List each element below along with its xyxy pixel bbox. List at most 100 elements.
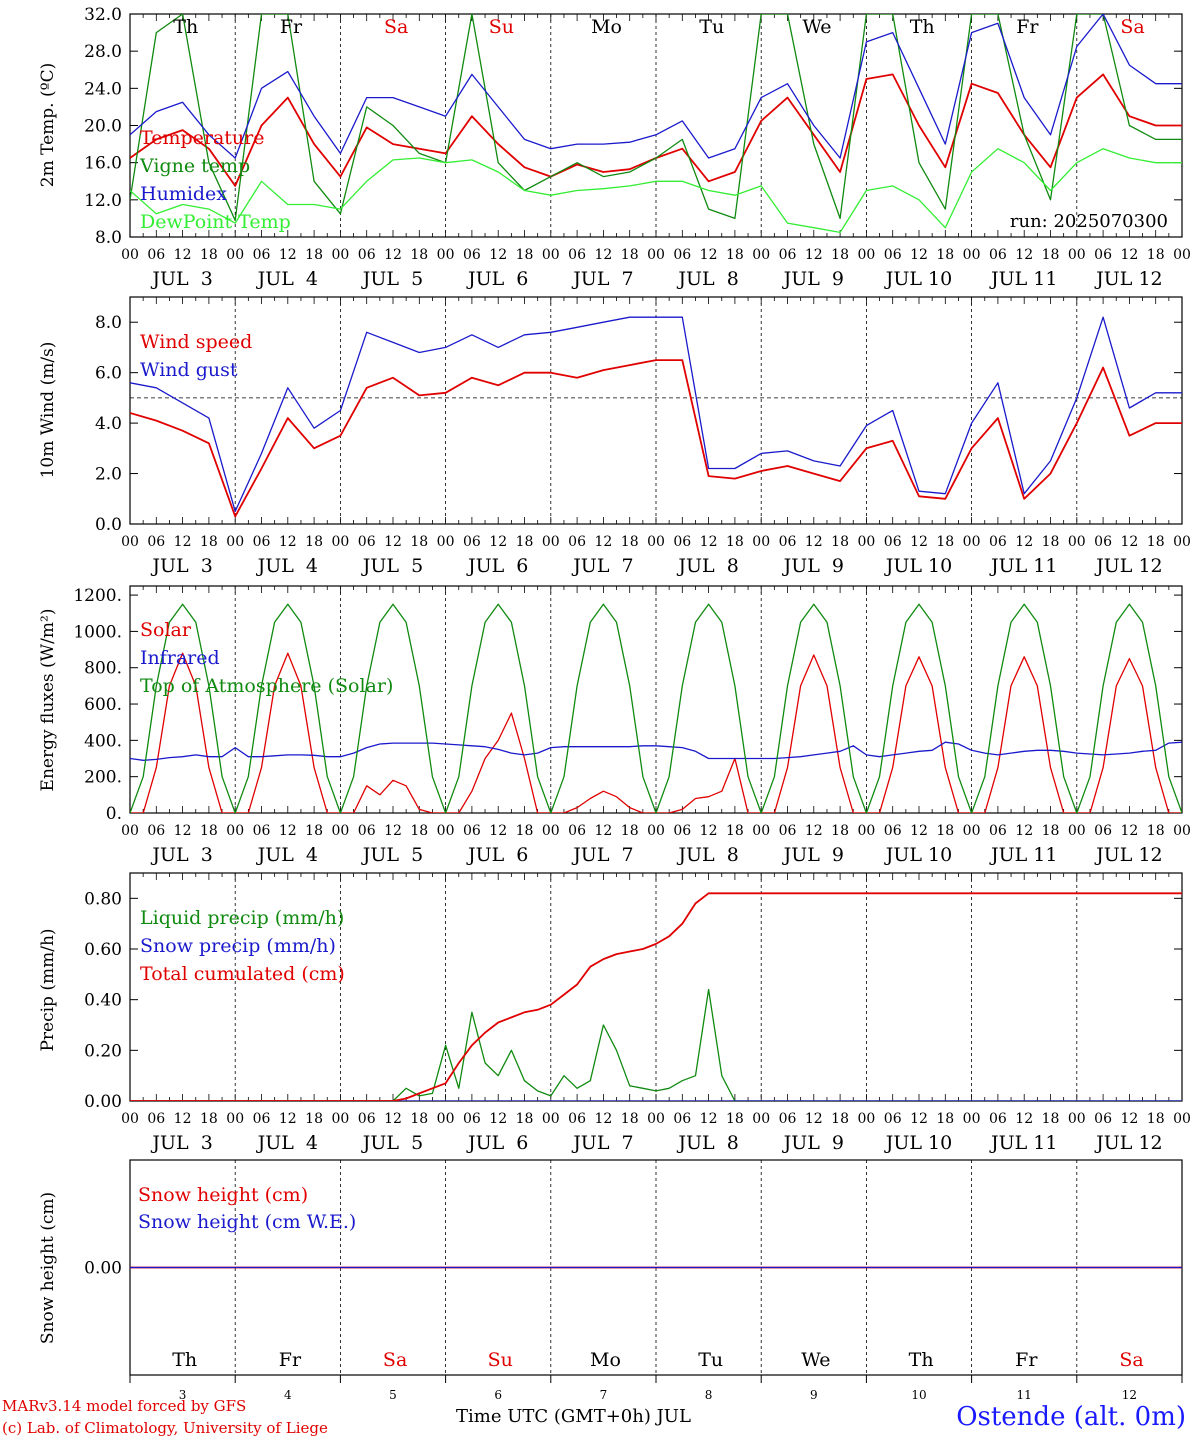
date-label: JUL 7	[571, 844, 633, 866]
y-tick-label: 1200.	[73, 586, 122, 606]
date-label: JUL 7	[571, 555, 633, 577]
date-label: JUL 8	[676, 1132, 738, 1154]
y-tick-label: 8.0	[95, 228, 122, 248]
date-label: JUL 8	[676, 268, 738, 290]
day-of-week-label: We	[801, 1349, 830, 1371]
date-label: JUL 9	[782, 555, 844, 577]
y-axis-label: 2m Temp. (ºC)	[38, 63, 58, 188]
date-label: JUL 4	[256, 555, 318, 577]
hour-label: 12	[1015, 823, 1033, 839]
hour-label: 00	[752, 534, 770, 550]
y-tick-label: 0.40	[84, 991, 122, 1011]
series-line-top-of-atmosphere-solar	[130, 603, 1182, 813]
legend-entry: Infrared	[140, 647, 220, 669]
y-tick-label: 0.	[106, 804, 122, 824]
panel-3: 0. 200. 400. 600. 800. 1000. 1200. Energy fluxe…	[38, 585, 1191, 866]
day-of-week-label: Sa	[1119, 1349, 1143, 1371]
hour-label: 06	[989, 1111, 1007, 1127]
panel-2: 0.0 2.0 4.0 6.0 8.0 10m Wind (m/s) Wind speed W…	[38, 296, 1191, 577]
hour-label: 12	[910, 247, 928, 263]
hour-label: 00	[963, 1111, 981, 1127]
hour-label: 00	[542, 823, 560, 839]
hour-label: 00	[331, 823, 349, 839]
day-of-week-label: Su	[488, 1349, 513, 1371]
day-of-week-label: Th	[172, 1349, 197, 1371]
hour-label: 00	[857, 1111, 875, 1127]
hour-label: 18	[516, 1111, 534, 1127]
hour-label: 06	[779, 823, 797, 839]
day-of-week-label: Su	[489, 16, 514, 38]
hour-label: 18	[831, 534, 849, 550]
legend-entry: Snow precip (mm/h)	[140, 935, 336, 957]
y-tick-label: 6.0	[95, 364, 122, 384]
date-label: JUL 4	[256, 268, 318, 290]
hour-label: 18	[200, 247, 218, 263]
hour-label: 00	[1173, 1111, 1191, 1127]
hour-label: 12	[1120, 247, 1138, 263]
date-label: JUL 4	[256, 1132, 318, 1154]
hour-label: 06	[463, 1111, 481, 1127]
hour-label: 12	[174, 534, 192, 550]
day-number-label: 11	[1017, 1388, 1032, 1402]
day-number-label: 3	[179, 1388, 187, 1402]
series-line-infrared	[130, 741, 1182, 761]
hour-label: 06	[1094, 1111, 1112, 1127]
hour-label: 00	[542, 247, 560, 263]
date-label: JUL 3	[150, 268, 212, 290]
hour-label: 06	[568, 247, 586, 263]
run-label: run: 2025070300	[1010, 211, 1168, 232]
y-tick-label: 16.0	[84, 154, 122, 174]
date-label: JUL 9	[782, 1132, 844, 1154]
hour-label: 18	[1042, 1111, 1060, 1127]
hour-label: 18	[726, 1111, 744, 1127]
hour-label: 06	[463, 823, 481, 839]
y-tick-label: 1000.	[73, 622, 122, 642]
legend-entry: Top of Atmosphere (Solar)	[140, 675, 393, 697]
series-line-humidex	[130, 14, 1182, 159]
hour-label: 12	[700, 1111, 718, 1127]
day-of-week-label: We	[802, 16, 831, 38]
plot-frame	[129, 13, 1183, 238]
y-tick-label: 0.00	[84, 1092, 122, 1112]
hour-label: 12	[1015, 1111, 1033, 1127]
model-credit: MARv3.14 model forced by GFS	[2, 1397, 247, 1415]
hour-label: 18	[1042, 247, 1060, 263]
date-label: JUL 6	[466, 268, 528, 290]
series-line-wind-speed	[130, 359, 1182, 518]
hour-label: 12	[910, 1111, 928, 1127]
legend-entry: Wind speed	[140, 331, 252, 353]
hour-label: 00	[963, 534, 981, 550]
hour-label: 00	[963, 823, 981, 839]
date-label: JUL 6	[466, 844, 528, 866]
hour-label: 06	[884, 823, 902, 839]
hour-label: 00	[542, 534, 560, 550]
hour-label: 06	[568, 823, 586, 839]
hour-label: 00	[1068, 1111, 1086, 1127]
day-number-label: 9	[810, 1388, 818, 1402]
hour-label: 00	[542, 1111, 560, 1127]
hour-label: 00	[647, 1111, 665, 1127]
date-label: JUL 11	[989, 555, 1057, 577]
hour-label: 12	[805, 534, 823, 550]
hour-label: 12	[910, 823, 928, 839]
hour-label: 06	[253, 1111, 271, 1127]
hour-label: 12	[594, 1111, 612, 1127]
hour-label: 12	[1015, 247, 1033, 263]
hour-label: 18	[936, 1111, 954, 1127]
date-label: JUL 6	[466, 1132, 528, 1154]
hour-label: 12	[279, 534, 297, 550]
hour-label: 00	[752, 823, 770, 839]
y-tick-label: 28.0	[84, 42, 122, 62]
y-tick-label: 32.0	[84, 5, 122, 25]
hour-label: 18	[410, 247, 428, 263]
hour-label: 12	[594, 247, 612, 263]
hour-label: 12	[805, 247, 823, 263]
day-of-week-label: Fr	[1015, 1349, 1038, 1371]
hour-label: 12	[1120, 1111, 1138, 1127]
hour-label: 00	[437, 1111, 455, 1127]
hour-label: 06	[884, 1111, 902, 1127]
hour-label: 12	[910, 534, 928, 550]
hour-label: 00	[857, 534, 875, 550]
hour-label: 00	[1173, 823, 1191, 839]
